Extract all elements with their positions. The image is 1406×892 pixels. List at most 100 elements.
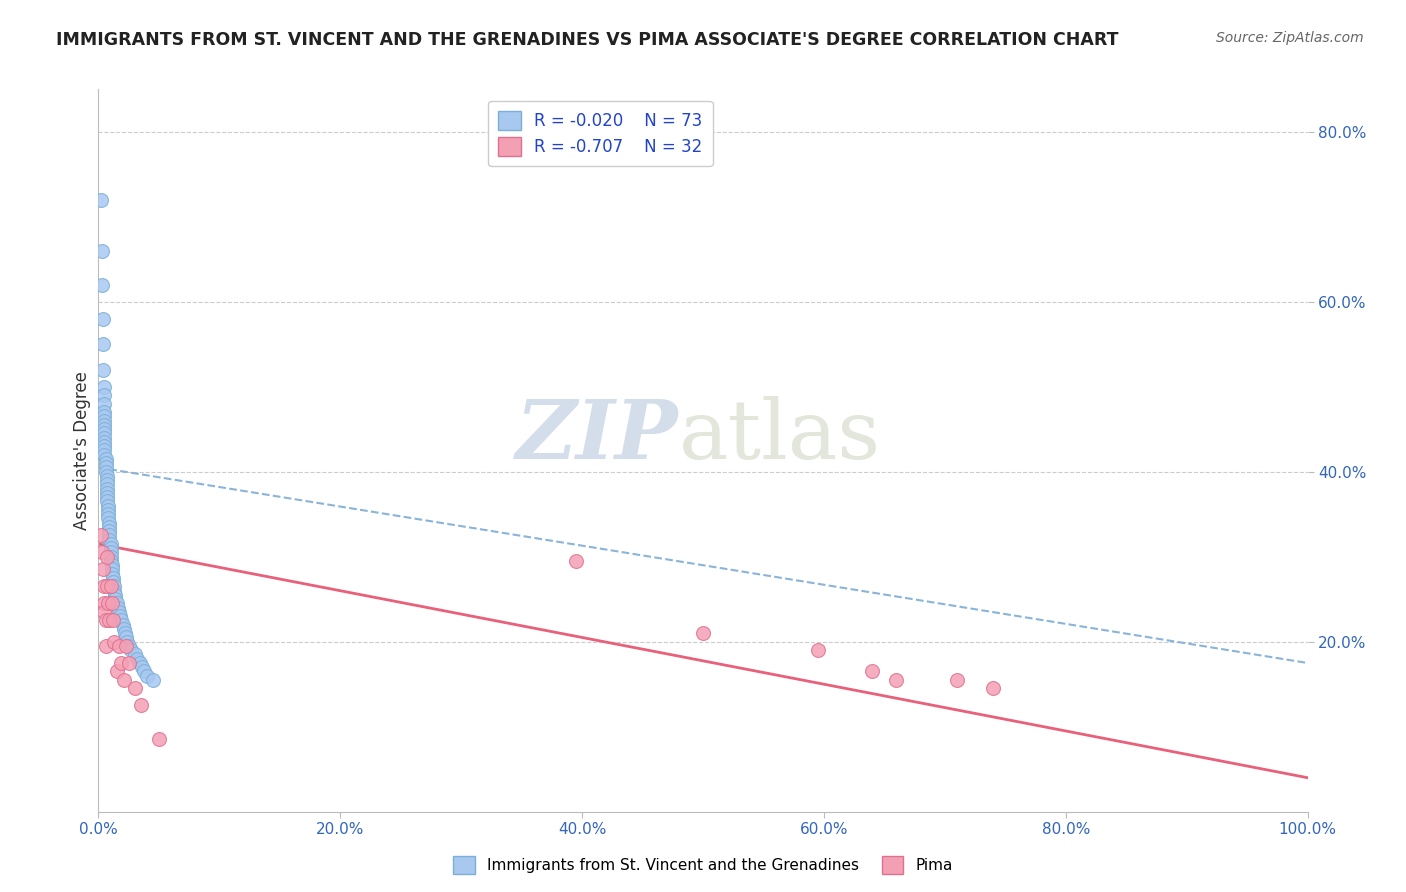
- Point: [142, 673, 165, 687]
- Point: [114, 626, 136, 640]
- Point: [100, 566, 122, 581]
- Point: [129, 698, 152, 713]
- Point: [96, 486, 118, 500]
- Point: [110, 656, 132, 670]
- Point: [93, 605, 115, 619]
- Point: [97, 503, 120, 517]
- Point: [93, 439, 115, 453]
- Point: [93, 414, 115, 428]
- Point: [101, 575, 124, 590]
- Point: [118, 656, 141, 670]
- Point: [96, 549, 118, 564]
- Point: [97, 597, 120, 611]
- Point: [93, 579, 115, 593]
- Point: [93, 431, 115, 445]
- Point: [93, 397, 115, 411]
- Text: atlas: atlas: [679, 396, 882, 476]
- Point: [91, 545, 114, 559]
- Point: [104, 588, 127, 602]
- Point: [100, 549, 122, 564]
- Point: [124, 648, 146, 662]
- Point: [93, 409, 115, 424]
- Point: [108, 639, 131, 653]
- Point: [96, 490, 118, 504]
- Point: [101, 614, 124, 628]
- Point: [120, 643, 142, 657]
- Point: [117, 634, 139, 648]
- Point: [118, 639, 141, 653]
- Point: [112, 622, 135, 636]
- Point: [108, 605, 131, 619]
- Point: [93, 597, 115, 611]
- Point: [96, 469, 118, 483]
- Point: [103, 579, 125, 593]
- Y-axis label: Associate's Degree: Associate's Degree: [73, 371, 91, 530]
- Point: [115, 639, 138, 653]
- Point: [103, 583, 125, 598]
- Point: [91, 244, 114, 258]
- Point: [97, 511, 120, 525]
- Point: [91, 337, 114, 351]
- Point: [93, 405, 115, 419]
- Point: [104, 592, 127, 607]
- Point: [96, 494, 118, 508]
- Legend: Immigrants from St. Vincent and the Grenadines, Pima: Immigrants from St. Vincent and the Gren…: [447, 850, 959, 880]
- Point: [93, 417, 115, 432]
- Point: [96, 579, 118, 593]
- Legend: R = -0.020    N = 73, R = -0.707    N = 32: R = -0.020 N = 73, R = -0.707 N = 32: [488, 101, 713, 166]
- Point: [93, 448, 115, 462]
- Point: [860, 665, 883, 679]
- Point: [105, 665, 128, 679]
- Point: [91, 311, 114, 326]
- Point: [94, 639, 117, 653]
- Point: [93, 422, 115, 436]
- Point: [98, 533, 121, 547]
- Point: [128, 656, 150, 670]
- Point: [98, 528, 121, 542]
- Point: [91, 277, 114, 292]
- Point: [100, 597, 122, 611]
- Point: [886, 673, 908, 687]
- Point: [981, 681, 1004, 696]
- Text: Source: ZipAtlas.com: Source: ZipAtlas.com: [1216, 31, 1364, 45]
- Point: [100, 537, 122, 551]
- Point: [100, 545, 122, 559]
- Point: [101, 571, 124, 585]
- Point: [96, 482, 118, 496]
- Point: [807, 643, 830, 657]
- Point: [98, 614, 121, 628]
- Point: [98, 516, 121, 530]
- Point: [94, 614, 117, 628]
- Point: [94, 452, 117, 467]
- Point: [115, 631, 138, 645]
- Point: [110, 614, 132, 628]
- Point: [135, 669, 157, 683]
- Point: [105, 597, 128, 611]
- Point: [98, 524, 121, 539]
- Point: [103, 634, 125, 648]
- Point: [100, 558, 122, 573]
- Point: [692, 626, 714, 640]
- Point: [96, 477, 118, 491]
- Text: ZIP: ZIP: [516, 396, 679, 476]
- Point: [93, 426, 115, 441]
- Point: [100, 554, 122, 568]
- Point: [127, 651, 149, 665]
- Point: [100, 579, 122, 593]
- Point: [94, 456, 117, 470]
- Point: [93, 443, 115, 458]
- Point: [91, 562, 114, 576]
- Point: [112, 673, 135, 687]
- Point: [90, 528, 112, 542]
- Point: [100, 562, 122, 576]
- Point: [111, 617, 134, 632]
- Point: [148, 732, 170, 747]
- Point: [124, 681, 146, 696]
- Point: [97, 499, 120, 513]
- Point: [107, 600, 129, 615]
- Point: [98, 520, 121, 534]
- Point: [94, 465, 117, 479]
- Point: [93, 434, 115, 449]
- Point: [97, 507, 120, 521]
- Point: [91, 362, 114, 376]
